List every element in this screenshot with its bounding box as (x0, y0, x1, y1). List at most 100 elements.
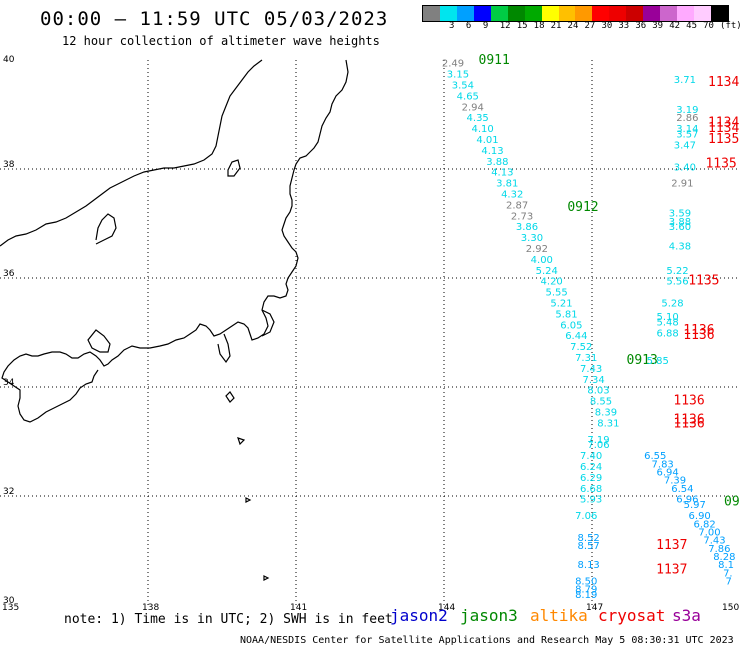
pass-time-label: 1136 (683, 323, 714, 338)
wave-height-value: 8.55 (590, 397, 612, 408)
wave-height-value: 7.52 (570, 342, 592, 353)
wave-height-value: 2.73 (511, 211, 533, 222)
wave-height-value: 7.06 (587, 440, 609, 451)
shikoku-coastline (87, 329, 111, 353)
wave-height-value: 5.81 (555, 309, 577, 320)
wave-height-value: 7.43 (580, 364, 602, 375)
pass-time-label: 1134 (708, 121, 739, 136)
legend-jason2: jason2 (390, 606, 448, 625)
wave-height-value: 6.44 (565, 331, 587, 342)
wave-height-value: 8.50 (575, 576, 597, 587)
pass-time-label: 1135 (688, 274, 719, 289)
color-scale-swatch (490, 6, 508, 21)
color-scale-swatch (575, 6, 593, 21)
wave-height-value: 6.29 (580, 473, 602, 484)
wave-height-value: 4.13 (481, 146, 503, 157)
wave-height-value: 8.52 (578, 533, 600, 544)
pass-time-label: 1134 (708, 75, 739, 90)
wave-height-value: 2.94 (462, 102, 484, 113)
longitude-label: 150 (722, 603, 739, 613)
wave-height-value: 8.1 (718, 560, 734, 571)
izu-peninsula (217, 333, 231, 364)
wave-height-value: 6.54 (671, 484, 693, 495)
wave-height-value: 3.57 (676, 130, 698, 141)
wave-height-value: 6.68 (580, 484, 602, 495)
pass-time-label: 0912 (567, 200, 598, 215)
legend-s3a: s3a (672, 606, 701, 625)
wave-height-value: 7.86 (708, 544, 730, 555)
wave-height-value: 3.88 (486, 157, 508, 168)
wave-height-value: 8.19 (575, 590, 597, 601)
legend-jason3: jason3 (460, 606, 518, 625)
sado-island (227, 159, 241, 177)
wave-height-value: 7.40 (580, 451, 602, 462)
wave-height-value: 8.31 (597, 418, 619, 429)
wave-height-value: 6.05 (560, 320, 582, 331)
color-scale-labels: 3 6 9 12 15 18 21 24 27 30 33 36 39 42 45 70 (ft) (422, 21, 740, 33)
color-scale-swatch (558, 6, 576, 21)
wave-height-values: 2.493.153.544.652.944.354.104.014.133.88… (442, 59, 736, 601)
color-scale-label: 12 (499, 21, 511, 31)
color-scale-swatch (541, 6, 559, 21)
noto-peninsula (95, 213, 117, 245)
pass-time-label: 1137 (656, 538, 687, 553)
wave-height-value: 4.38 (669, 241, 691, 252)
map-note: note: 1) Time is in UTC; 2) SWH is in fe… (64, 612, 393, 627)
color-scale-swatch (694, 6, 711, 21)
wave-height-value: 4.13 (491, 168, 513, 179)
color-scale-swatch (456, 6, 474, 21)
wave-height-value: 7.83 (652, 459, 674, 470)
wave-height-value: 3.81 (496, 179, 518, 190)
wave-height-value: 4.65 (457, 91, 479, 102)
legend-cryosat: cryosat (598, 606, 666, 625)
pass-time-label: 1136 (673, 394, 704, 409)
wave-height-value: 5.10 (656, 312, 678, 323)
color-scale-label: 36 (635, 21, 647, 31)
pass-time-label: 09 (724, 494, 740, 509)
color-scale-label: 45 (686, 21, 697, 31)
izu-islands (225, 391, 270, 581)
boso-peninsula (261, 309, 275, 337)
wave-height-value: 5.55 (545, 288, 567, 299)
latitude-label: 32 (3, 487, 14, 497)
credit-line: NOAA/NESDIS Center for Satellite Applica… (240, 635, 734, 646)
wave-height-value: 2.86 (676, 113, 698, 124)
color-scale-label: 9 (482, 21, 489, 31)
wave-height-value: 6.90 (689, 511, 711, 522)
color-scale-label: 33 (618, 21, 630, 31)
wave-height-value: 3.47 (674, 140, 696, 151)
wave-height-value: 8.57 (578, 541, 600, 552)
color-scale-swatch (507, 6, 525, 21)
color-scale-swatch (710, 6, 728, 21)
longitude-label: 147 (586, 603, 603, 613)
wave-height-value: 8.79 (575, 585, 597, 596)
color-scale-label: 18 (533, 21, 545, 31)
wave-height-value: 6.55 (644, 451, 666, 462)
pass-time-label: 1135 (708, 132, 739, 147)
wave-height-value: 3.14 (676, 124, 698, 135)
pass-time-label: 0913 (627, 353, 658, 368)
color-scale-swatch (592, 6, 610, 21)
wave-height-value: 5.48 (656, 318, 678, 329)
color-scale-bar (422, 5, 729, 22)
color-scale-swatch (439, 6, 457, 21)
wave-height-value: 2.91 (671, 179, 693, 190)
wave-height-value: 6.24 (580, 462, 602, 473)
wave-height-value: 5.22 (666, 266, 688, 277)
longitude-label: 135 (2, 603, 19, 613)
wave-height-value: 3.71 (674, 75, 696, 86)
page-subtitle: 12 hour collection of altimeter wave hei… (62, 34, 380, 48)
honshu-coastline (1, 59, 349, 423)
latitude-label: 40 (3, 55, 15, 65)
color-scale-label: 39 (652, 21, 664, 31)
color-scale-swatch (660, 6, 678, 21)
wave-height-value: 5.85 (647, 356, 669, 367)
satellite-passes: 0911091209130911341134113411351135113511… (479, 53, 740, 578)
wave-height-value: 4.01 (476, 135, 498, 146)
longitude-label: 141 (290, 603, 307, 613)
pass-time-label: 1137 (656, 563, 687, 578)
pass-time-label: 1134 (708, 116, 739, 131)
wave-height-value: 7.43 (703, 536, 725, 547)
wave-height-value: 3.30 (521, 233, 543, 244)
